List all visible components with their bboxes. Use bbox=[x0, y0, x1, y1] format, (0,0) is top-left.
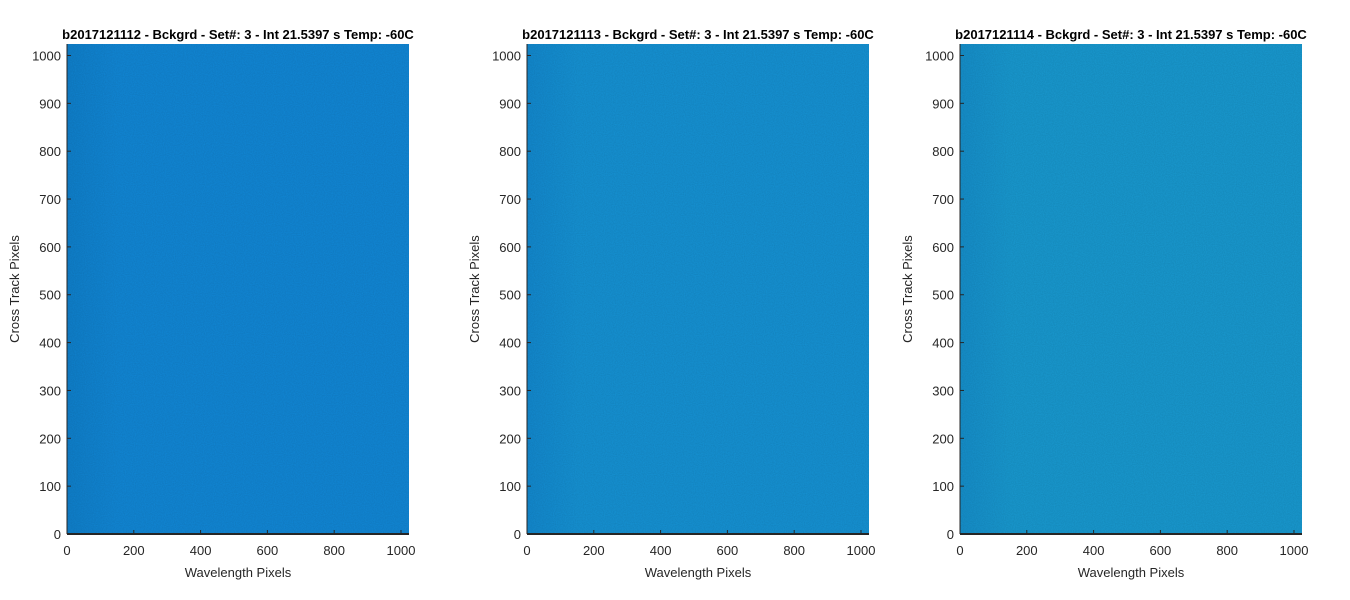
x-axis-label: Wavelength Pixels bbox=[1078, 565, 1185, 580]
y-tick-label: 300 bbox=[499, 383, 521, 398]
y-tick-label: 900 bbox=[932, 96, 954, 111]
chart-panel-1: 0 200 400 600 800 1000 0 100 200 300 400 500 600 700 8… bbox=[7, 27, 415, 580]
x-tick-label: 1000 bbox=[387, 543, 416, 558]
x-tick-label: 400 bbox=[1083, 543, 1105, 558]
y-tick-label: 1000 bbox=[492, 48, 521, 63]
y-tick-label: 100 bbox=[499, 479, 521, 494]
y-tick-label: 700 bbox=[39, 192, 61, 207]
y-axis-label: Cross Track Pixels bbox=[7, 235, 22, 343]
y-tick-label: 500 bbox=[39, 288, 61, 303]
y-tick-label: 200 bbox=[499, 431, 521, 446]
y-tick-label: 800 bbox=[39, 144, 61, 159]
y-tick-label: 800 bbox=[499, 144, 521, 159]
y-axis-label: Cross Track Pixels bbox=[900, 235, 915, 343]
y-tick-label: 300 bbox=[932, 383, 954, 398]
x-tick-label: 800 bbox=[783, 543, 805, 558]
x-tick-label: 800 bbox=[1216, 543, 1238, 558]
chart-title: b2017121112 - Bckgrd - Set#: 3 - Int 21.… bbox=[62, 27, 414, 42]
y-tick-label: 400 bbox=[39, 336, 61, 351]
y-tick-label: 0 bbox=[54, 527, 61, 542]
y-tick-label: 600 bbox=[39, 240, 61, 255]
y-tick-label: 500 bbox=[932, 288, 954, 303]
heatmap-noise bbox=[67, 44, 409, 534]
x-tick-label: 800 bbox=[323, 543, 345, 558]
y-tick-label: 400 bbox=[499, 336, 521, 351]
x-tick-label: 400 bbox=[190, 543, 212, 558]
y-tick-label: 600 bbox=[932, 240, 954, 255]
x-tick-label: 0 bbox=[523, 543, 530, 558]
x-tick-label: 600 bbox=[1150, 543, 1172, 558]
chart-panel-3: 0 200 400 600 800 1000 0 100 200 300 400 500 600 700 8… bbox=[900, 27, 1308, 580]
y-tick-label: 700 bbox=[499, 192, 521, 207]
x-axis-label: Wavelength Pixels bbox=[645, 565, 752, 580]
y-axis-label: Cross Track Pixels bbox=[467, 235, 482, 343]
y-tick-label: 400 bbox=[932, 336, 954, 351]
heatmap-noise bbox=[527, 44, 869, 534]
y-tick-label: 200 bbox=[932, 431, 954, 446]
x-tick-label: 1000 bbox=[1280, 543, 1309, 558]
y-tick-label: 1000 bbox=[925, 48, 954, 63]
x-tick-label: 400 bbox=[650, 543, 672, 558]
x-tick-label: 1000 bbox=[847, 543, 876, 558]
chart-title: b2017121113 - Bckgrd - Set#: 3 - Int 21.… bbox=[522, 27, 874, 42]
y-tick-label: 300 bbox=[39, 383, 61, 398]
heatmap-noise bbox=[960, 44, 1302, 534]
y-tick-label: 900 bbox=[499, 96, 521, 111]
y-tick-label: 500 bbox=[499, 288, 521, 303]
y-tick-label: 100 bbox=[39, 479, 61, 494]
x-tick-label: 0 bbox=[956, 543, 963, 558]
y-tick-label: 200 bbox=[39, 431, 61, 446]
x-tick-label: 600 bbox=[717, 543, 739, 558]
chart-panel-2: 0 200 400 600 800 1000 0 100 200 300 400 500 600 700 8… bbox=[467, 27, 875, 580]
y-tick-label: 700 bbox=[932, 192, 954, 207]
x-tick-label: 600 bbox=[257, 543, 279, 558]
y-tick-label: 600 bbox=[499, 240, 521, 255]
y-tick-label: 900 bbox=[39, 96, 61, 111]
x-tick-label: 0 bbox=[63, 543, 70, 558]
y-tick-label: 100 bbox=[932, 479, 954, 494]
x-tick-label: 200 bbox=[123, 543, 145, 558]
x-axis-label: Wavelength Pixels bbox=[185, 565, 292, 580]
y-tick-label: 800 bbox=[932, 144, 954, 159]
x-tick-label: 200 bbox=[583, 543, 605, 558]
y-tick-label: 0 bbox=[514, 527, 521, 542]
x-tick-label: 200 bbox=[1016, 543, 1038, 558]
y-tick-label: 0 bbox=[947, 527, 954, 542]
y-tick-label: 1000 bbox=[32, 48, 61, 63]
chart-title: b2017121114 - Bckgrd - Set#: 3 - Int 21.… bbox=[955, 27, 1307, 42]
